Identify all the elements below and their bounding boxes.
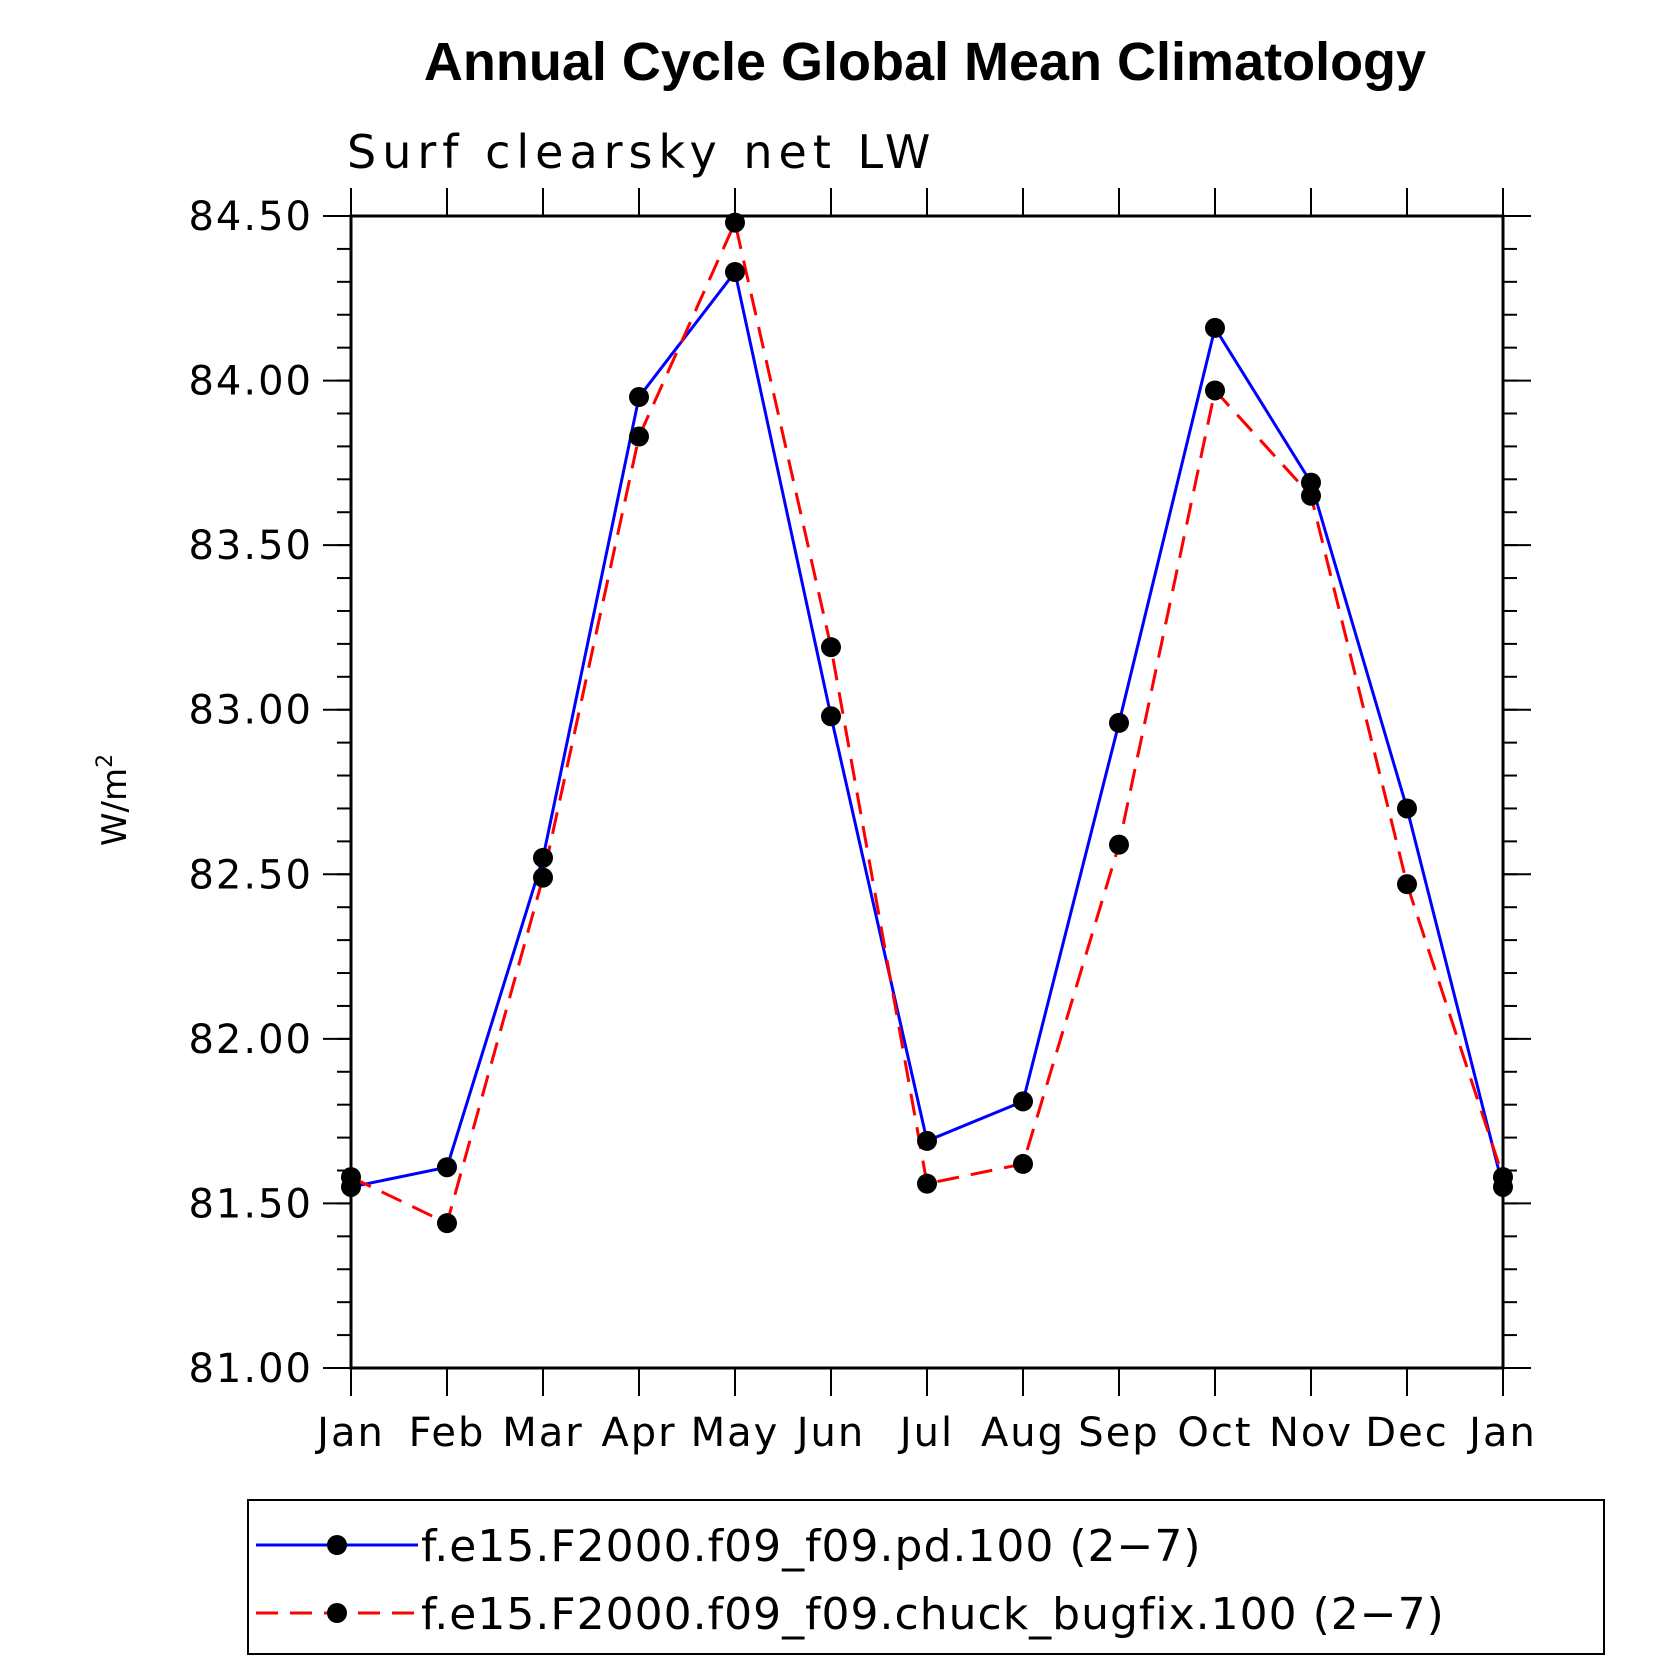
- x-tick-label: May: [691, 1410, 780, 1456]
- x-tick-label: Jul: [897, 1410, 954, 1456]
- data-point-series-1: [1205, 317, 1225, 338]
- x-tick-label: Aug: [981, 1410, 1065, 1456]
- data-point-series-1: [821, 706, 841, 727]
- x-tick-label: Jan: [1466, 1410, 1537, 1456]
- data-point-series-2: [1205, 380, 1225, 401]
- x-tick-label: Sep: [1078, 1410, 1159, 1456]
- legend: f.e15.F2000.f09_f09.pd.100 (2−7) f.e15.F…: [247, 1499, 1605, 1655]
- data-point-series-1: [629, 387, 649, 408]
- chart-subtitle: Surf clearsky net LW: [347, 125, 936, 179]
- chart-title: Annual Cycle Global Mean Climatology: [424, 32, 1426, 92]
- series-line-1: [350, 268, 1505, 1189]
- x-tick-label: Feb: [409, 1410, 486, 1456]
- x-tick-label: Jan: [314, 1410, 385, 1456]
- y-axis-label-main: W/m: [95, 768, 135, 846]
- data-point-series-1: [725, 261, 745, 282]
- y-axis-label-sup: 2: [93, 754, 118, 768]
- y-tick-label: 81.00: [188, 1346, 313, 1392]
- data-point-series-1: [1109, 712, 1129, 733]
- legend-label-series-1: f.e15.F2000.f09_f09.pd.100 (2−7): [421, 1521, 1202, 1572]
- data-point-series-2: [1493, 1167, 1513, 1188]
- y-tick-label: 82.50: [188, 852, 313, 898]
- x-tick-labels: Jan Feb Mar Apr May Jun Jul Aug Sep Oct Nov Dec Jan: [314, 1410, 1537, 1456]
- data-point-series-2: [1109, 834, 1129, 855]
- x-tick-label: Jun: [794, 1410, 866, 1456]
- data-point-series-1: [917, 1130, 937, 1151]
- x-tick-label: Mar: [502, 1410, 583, 1456]
- y-tick-label: 83.00: [188, 688, 313, 734]
- data-point-series-2: [1397, 874, 1417, 895]
- data-point-series-2: [629, 426, 649, 447]
- plot-frame: [349, 214, 1505, 1370]
- data-point-series-1: [1013, 1091, 1033, 1112]
- series-line-2: [350, 217, 1505, 1226]
- axis-ticks: [323, 188, 1531, 1396]
- data-point-series-2: [725, 212, 745, 233]
- x-tick-label: Nov: [1269, 1410, 1353, 1456]
- data-point-series-2: [437, 1213, 457, 1234]
- y-tick-label: 84.50: [188, 194, 313, 240]
- data-point-series-1: [533, 847, 553, 868]
- data-point-series-2: [821, 637, 841, 658]
- data-point-series-2: [341, 1167, 361, 1188]
- y-tick-label: 81.50: [188, 1181, 313, 1227]
- x-tick-label: Apr: [601, 1410, 676, 1456]
- legend-marker-series-1: [327, 1535, 347, 1555]
- data-point-series-2: [917, 1173, 937, 1194]
- data-point-series-2: [533, 867, 553, 888]
- series-layer: [341, 212, 1513, 1234]
- data-point-series-2: [1301, 485, 1321, 506]
- svg-text:W/m2: W/m2: [93, 754, 135, 846]
- data-point-series-1: [437, 1157, 457, 1178]
- x-tick-label: Dec: [1365, 1410, 1448, 1456]
- y-tick-labels: 81.00 81.50 82.00 82.50 83.00 83.50 84.00 84.50: [188, 194, 313, 1392]
- legend-marker-series-2: [327, 1603, 347, 1623]
- y-tick-label: 82.00: [188, 1017, 313, 1063]
- data-point-series-2: [1013, 1153, 1033, 1174]
- x-tick-label: Oct: [1177, 1410, 1252, 1456]
- y-tick-label: 84.00: [188, 359, 313, 405]
- legend-label-series-2: f.e15.F2000.f09_f09.chuck_bugfix.100 (2−…: [421, 1589, 1445, 1640]
- data-point-series-1: [1397, 798, 1417, 819]
- y-tick-label: 83.50: [188, 523, 313, 569]
- legend-box: [247, 1499, 1605, 1655]
- y-axis-label: W/m2: [93, 754, 135, 846]
